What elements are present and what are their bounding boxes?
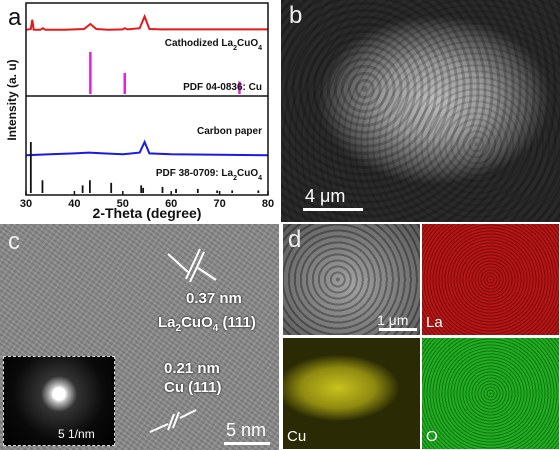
legend-cathodized: Cathodized La2CuO4 <box>165 38 262 52</box>
eds-scale-bar <box>379 328 417 331</box>
eds-map-cu: Cu <box>283 338 420 449</box>
y-axis-label: Intensity (a. u) <box>5 59 19 140</box>
tem-scale-bar <box>224 442 270 445</box>
xrd-chart: a Intensity (a. u) 2-Theta (degree) 30 40… <box>0 0 281 222</box>
x-tick-label: 40 <box>68 198 80 210</box>
legend-pdf-cu: PDF 04-0836: Cu <box>183 82 262 93</box>
element-label-o: O <box>426 428 438 445</box>
x-tick-label: 80 <box>262 198 274 210</box>
x-tick-label: 50 <box>117 198 129 210</box>
lattice-spacing-1: 0.37 nm <box>186 290 242 307</box>
panel-label-d: d <box>288 226 302 253</box>
element-label-cu: Cu <box>287 428 307 445</box>
saed-scale-text: 5 1/nm <box>58 427 95 441</box>
xrd-series-line <box>25 13 268 31</box>
x-axis-label: 2-Theta (degree) <box>93 205 202 221</box>
x-tick-label: 70 <box>213 198 225 210</box>
panel-label-c: c <box>8 228 20 255</box>
panel-label-a: a <box>8 4 22 31</box>
plot-frame <box>25 2 269 196</box>
sem-scale-bar <box>303 208 363 211</box>
eds-map-la: La <box>422 224 559 335</box>
lattice-markers <box>149 248 217 433</box>
lattice-plane-1: La2CuO4 (111) <box>158 314 256 334</box>
hrtem-image: c 0.37 nm La2CuO4 (111) 0.21 nm Cu (111)… <box>0 224 279 450</box>
saed-inset: 5 1/nm <box>3 356 115 446</box>
element-label-la: La <box>426 314 443 331</box>
x-tick-label: 30 <box>20 198 32 210</box>
lattice-spacing-2: 0.21 nm <box>164 360 220 377</box>
sem-image: b 4 μm <box>281 0 560 222</box>
eds-scale-text: 1 μm <box>377 312 409 328</box>
eds-sem-image: d 1 μm <box>283 224 420 335</box>
lattice-plane-2: Cu (111) <box>164 379 222 396</box>
xrd-series-line <box>25 139 269 157</box>
x-tick-label: 60 <box>165 198 177 210</box>
panel-label-b: b <box>289 2 303 29</box>
legend-pdf-la2cuo4: PDF 38-0709: La2CuO4 <box>156 168 262 182</box>
sem-texture <box>281 0 560 222</box>
sem-scale-text: 4 μm <box>305 186 346 206</box>
eds-map-o: O <box>422 338 559 449</box>
tem-scale-text: 5 nm <box>226 420 267 440</box>
legend-carbon-paper: Carbon paper <box>197 126 262 137</box>
